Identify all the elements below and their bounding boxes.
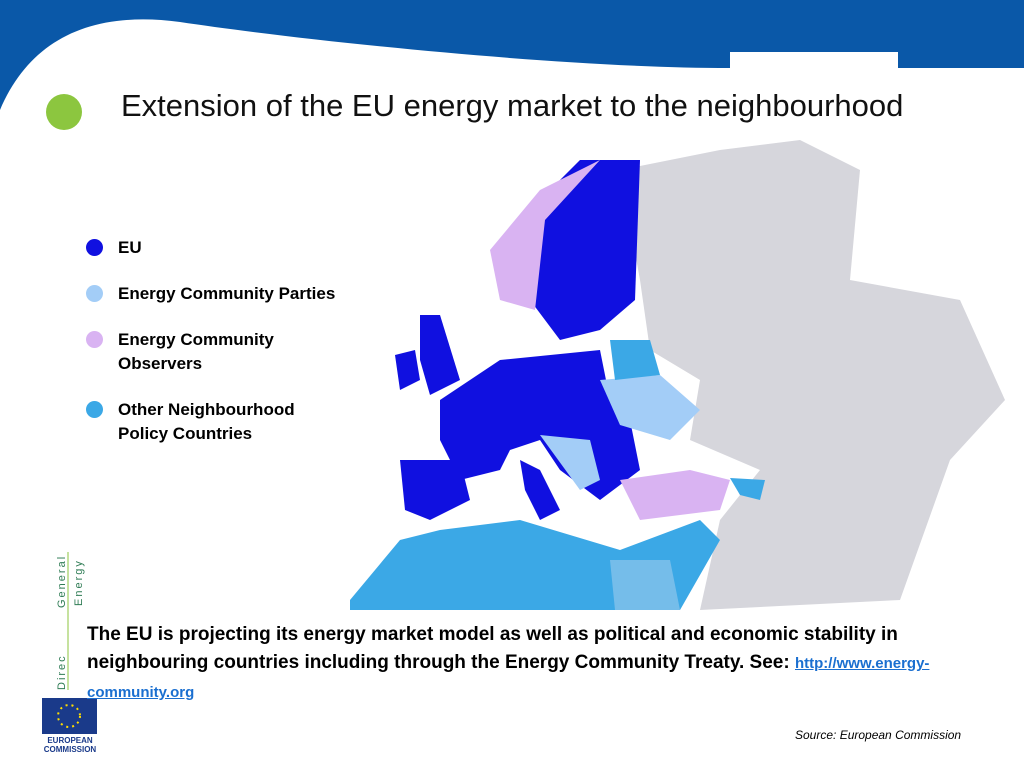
logo-text: COMMISSION xyxy=(43,745,97,754)
side-text: Energy xyxy=(73,559,85,606)
legend-label: Energy Community Parties xyxy=(118,284,336,303)
legend-swatch xyxy=(86,285,103,302)
legend-swatch xyxy=(86,239,103,256)
logo-text: EUROPEAN xyxy=(47,736,93,745)
legend-swatch xyxy=(86,401,103,418)
logo: EUROPEAN COMMISSION xyxy=(42,736,98,754)
legend-label: EU xyxy=(118,238,142,257)
legend-label: Other Neighbourhood Policy Countries xyxy=(118,400,295,443)
legend-item: Energy Community Observers xyxy=(86,328,336,376)
body-text: The EU is projecting its energy market m… xyxy=(87,621,967,707)
legend-item: EU xyxy=(86,236,336,260)
legend-label: Energy Community Observers xyxy=(118,330,274,373)
link[interactable]: http://www.energy-community.org xyxy=(87,655,930,701)
legend-item: Energy Community Parties xyxy=(86,282,336,306)
slide-title: Extension of the EU energy market to the… xyxy=(121,88,904,123)
source: Source: European Commission xyxy=(795,728,962,742)
legend-swatch xyxy=(86,331,103,348)
map xyxy=(350,140,1010,610)
body-sentence: The EU is projecting its energy market m… xyxy=(87,624,898,673)
side-text: General xyxy=(56,554,68,608)
side-text: Direc xyxy=(56,654,68,690)
legend-item: Other Neighbourhood Policy Countries xyxy=(86,398,336,446)
legend: EU Energy Community Parties Energy Communi… xyxy=(86,236,336,468)
